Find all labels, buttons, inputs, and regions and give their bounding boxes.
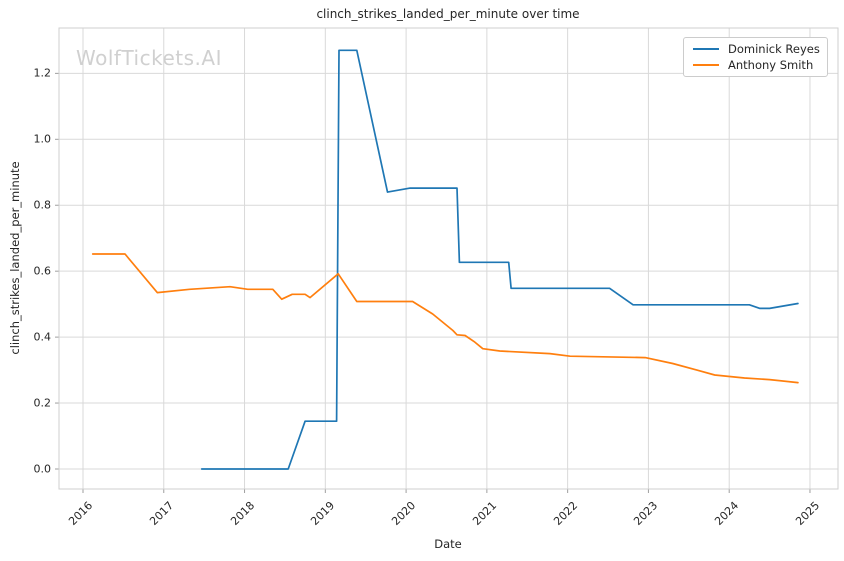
legend-line-swatch-blue — [693, 48, 719, 50]
y-tick-label: 1.0 — [33, 132, 52, 146]
legend: Dominick Reyes Anthony Smith — [683, 37, 828, 77]
y-axis-label: clinch_strikes_landed_per_minute — [8, 161, 22, 355]
y-tick-label: 0.0 — [33, 462, 52, 476]
chart-title: clinch_strikes_landed_per_minute over ti… — [316, 7, 580, 21]
legend-label: Anthony Smith — [728, 58, 814, 72]
legend-label: Dominick Reyes — [728, 42, 820, 56]
x-axis-label: Date — [434, 537, 462, 551]
series-line-anthony-smith — [91, 253, 799, 384]
y-tick-label: 0.2 — [33, 396, 52, 410]
legend-entry-dominick-reyes: Dominick Reyes — [693, 41, 820, 57]
y-tick-label: 1.2 — [33, 66, 52, 80]
watermark: WolfTickets.AI — [76, 46, 222, 70]
y-tick-label: 0.4 — [33, 330, 52, 344]
y-tick-label: 0.6 — [33, 264, 52, 278]
plot-border — [58, 27, 839, 490]
legend-line-swatch-orange — [693, 64, 719, 66]
legend-entry-anthony-smith: Anthony Smith — [693, 57, 819, 73]
y-tick-label: 0.8 — [33, 198, 52, 212]
series-line-dominick-reyes — [200, 49, 799, 470]
